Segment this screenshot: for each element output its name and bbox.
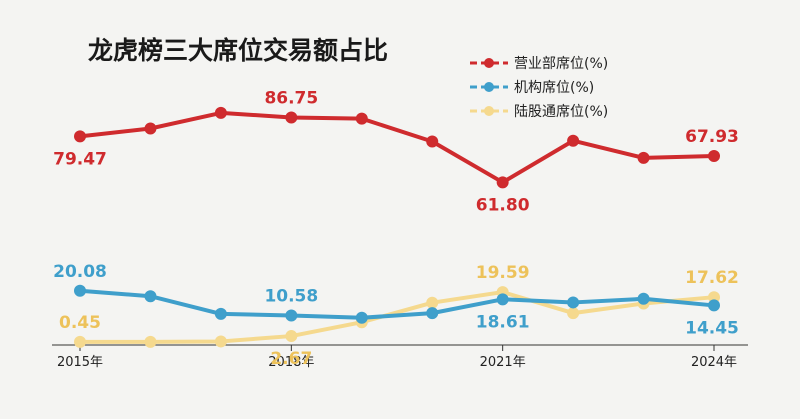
data-label: 17.62 bbox=[685, 268, 739, 288]
x-tick-label: 2015年 bbox=[57, 355, 103, 370]
legend-2-marker bbox=[484, 106, 494, 116]
data-point bbox=[708, 299, 720, 312]
data-label: 0.45 bbox=[59, 313, 101, 333]
data-point bbox=[426, 296, 439, 309]
data-label: 61.80 bbox=[476, 195, 530, 215]
x-tick-label: 2024年 bbox=[691, 355, 737, 370]
data-point bbox=[285, 330, 298, 343]
series-layer bbox=[74, 106, 720, 348]
data-point bbox=[567, 134, 580, 147]
x-tick-label: 2021年 bbox=[480, 355, 526, 370]
legend: 营业部席位(%) 机构席位(%) 陆股通席位(%) bbox=[470, 56, 608, 120]
data-point bbox=[355, 311, 368, 324]
data-point bbox=[426, 307, 439, 320]
data-point bbox=[285, 309, 298, 322]
data-point bbox=[496, 176, 509, 189]
data-label: 19.59 bbox=[476, 263, 530, 283]
data-point bbox=[496, 293, 509, 306]
data-label: 20.08 bbox=[53, 262, 107, 282]
data-label: 67.93 bbox=[685, 127, 739, 147]
data-point bbox=[74, 130, 86, 143]
data-label: 18.61 bbox=[476, 312, 530, 332]
data-label: 2.67 bbox=[270, 349, 312, 369]
data-point bbox=[708, 149, 720, 162]
data-point bbox=[637, 292, 650, 305]
data-point bbox=[74, 284, 86, 297]
data-point bbox=[214, 307, 227, 320]
legend-1-marker bbox=[484, 82, 494, 92]
data-point bbox=[144, 335, 157, 348]
x-tick-label: 2018年 bbox=[268, 355, 314, 370]
data-point bbox=[74, 335, 86, 348]
data-point bbox=[426, 135, 439, 148]
data-labels: 79.47 86.75 61.80 67.93 20.08 10.58 18.61 14.45… bbox=[53, 88, 739, 369]
legend-1-label: 机构席位(%) bbox=[514, 80, 594, 96]
data-point bbox=[144, 122, 157, 135]
data-point bbox=[214, 106, 227, 119]
data-point bbox=[355, 112, 368, 125]
chart-title: 龙虎榜三大席位交易额占比 bbox=[88, 36, 388, 65]
data-point bbox=[285, 111, 298, 124]
x-axis-ticks: 2015年 2018年 2021年 2024年 bbox=[57, 345, 737, 370]
data-label: 86.75 bbox=[264, 88, 318, 108]
data-point bbox=[214, 335, 227, 348]
series-line-1 bbox=[78, 288, 716, 320]
legend-0-label: 营业部席位(%) bbox=[514, 56, 608, 72]
series-line-2 bbox=[78, 290, 716, 344]
data-point bbox=[567, 296, 580, 309]
legend-2-label: 陆股通席位(%) bbox=[514, 104, 608, 120]
data-label: 14.45 bbox=[685, 318, 739, 338]
data-point bbox=[637, 151, 650, 164]
data-label: 79.47 bbox=[53, 149, 107, 169]
data-label: 10.58 bbox=[264, 286, 318, 306]
data-point bbox=[144, 290, 157, 303]
legend-0-marker bbox=[484, 58, 494, 68]
data-point bbox=[567, 307, 580, 320]
series-line-0 bbox=[78, 110, 716, 185]
